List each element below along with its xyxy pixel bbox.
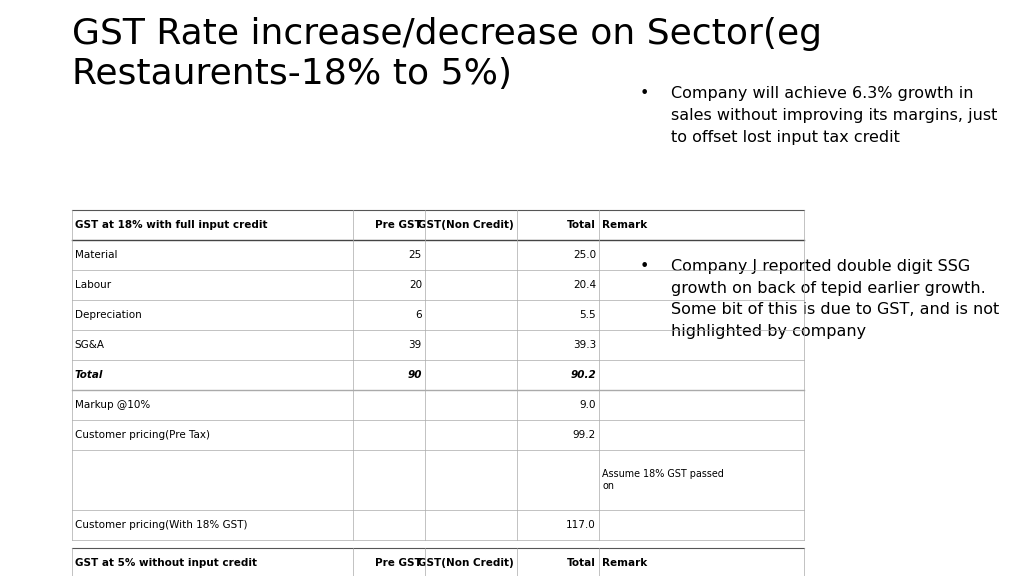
- Text: Remark: Remark: [602, 558, 647, 569]
- Text: Customer pricing(With 18% GST): Customer pricing(With 18% GST): [75, 520, 247, 530]
- Text: Pre GST: Pre GST: [375, 220, 422, 230]
- Text: Material: Material: [75, 250, 118, 260]
- Text: GST at 5% without input credit: GST at 5% without input credit: [75, 558, 257, 569]
- Text: 117.0: 117.0: [566, 520, 596, 530]
- Text: GST(Non Credit): GST(Non Credit): [418, 220, 514, 230]
- Text: 20.4: 20.4: [572, 280, 596, 290]
- Text: Depreciation: Depreciation: [75, 310, 141, 320]
- Text: 99.2: 99.2: [572, 430, 596, 440]
- Text: 90.2: 90.2: [570, 370, 596, 380]
- Text: 39: 39: [409, 340, 422, 350]
- Text: Pre GST: Pre GST: [375, 558, 422, 569]
- Text: SG&A: SG&A: [75, 340, 104, 350]
- Text: Customer pricing(Pre Tax): Customer pricing(Pre Tax): [75, 430, 210, 440]
- Text: 6: 6: [416, 310, 422, 320]
- Text: 9.0: 9.0: [580, 400, 596, 410]
- Text: 25.0: 25.0: [572, 250, 596, 260]
- Text: Company J reported double digit SSG
growth on back of tepid earlier growth.
Some: Company J reported double digit SSG grow…: [671, 259, 999, 339]
- Text: GST Rate increase/decrease on Sector(eg
Restaurents-18% to 5%): GST Rate increase/decrease on Sector(eg …: [72, 17, 821, 90]
- Text: Total: Total: [567, 220, 596, 230]
- Text: 25: 25: [409, 250, 422, 260]
- Text: Total: Total: [75, 370, 103, 380]
- Text: •: •: [640, 259, 649, 274]
- Text: Labour: Labour: [75, 280, 111, 290]
- Text: Remark: Remark: [602, 220, 647, 230]
- Text: 20: 20: [409, 280, 422, 290]
- Text: Total: Total: [567, 558, 596, 569]
- Text: GST at 18% with full input credit: GST at 18% with full input credit: [75, 220, 267, 230]
- Text: 90: 90: [408, 370, 422, 380]
- Text: Markup @10%: Markup @10%: [75, 400, 150, 410]
- Text: Assume 18% GST passed
on: Assume 18% GST passed on: [602, 469, 724, 491]
- Text: •: •: [640, 86, 649, 101]
- Text: 5.5: 5.5: [580, 310, 596, 320]
- Text: 39.3: 39.3: [572, 340, 596, 350]
- Text: Company will achieve 6.3% growth in
sales without improving its margins, just
to: Company will achieve 6.3% growth in sale…: [671, 86, 997, 145]
- Text: GST(Non Credit): GST(Non Credit): [418, 558, 514, 569]
